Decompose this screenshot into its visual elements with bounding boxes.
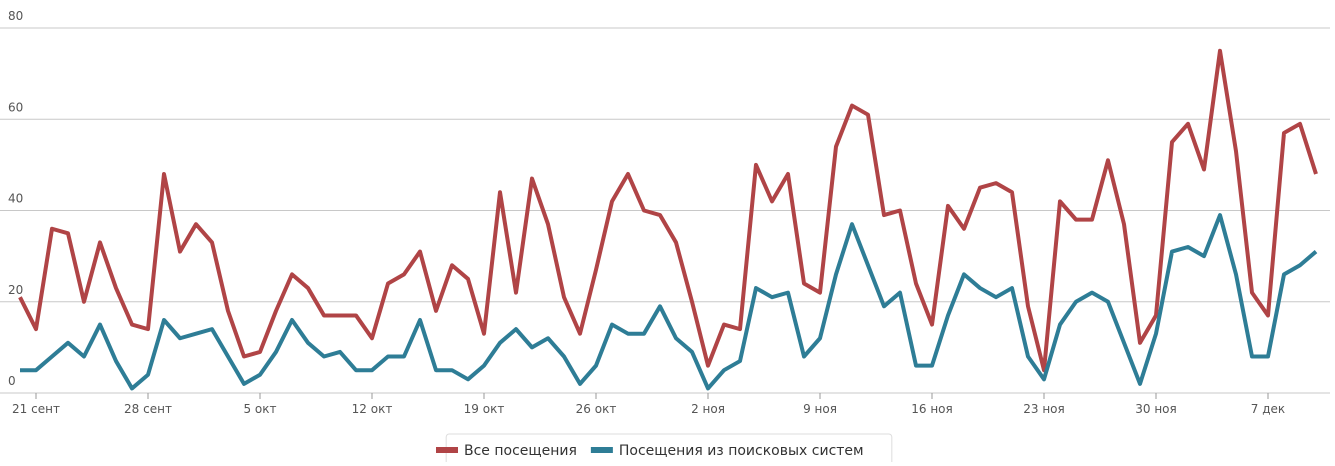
legend-label: Посещения из поисковых систем [619,443,864,459]
x-tick-label: 19 окт [464,402,505,416]
x-tick-label: 21 сент [12,402,60,416]
x-tick-label: 5 окт [243,402,276,416]
y-tick-label: 20 [8,283,23,297]
legend-label: Все посещения [464,443,577,459]
series-line [18,48,1318,373]
legend-swatch [590,447,613,453]
legend-swatch [436,447,458,453]
x-tick-label: 26 окт [576,402,617,416]
series-line [20,213,1318,391]
x-tick-label: 12 окт [352,402,393,416]
x-tick-label: 30 ноя [1135,402,1177,416]
y-tick-label: 0 [8,374,16,388]
x-tick-label: 9 ноя [803,402,837,416]
x-tick-label: 28 сент [124,402,172,416]
x-tick-label: 2 ноя [691,402,725,416]
x-tick-label: 16 ноя [911,402,953,416]
x-tick-label: 23 ноя [1023,402,1065,416]
x-tick-label: 7 дек [1251,402,1285,416]
y-tick-label: 60 [8,100,23,114]
y-tick-label: 40 [8,192,23,206]
y-tick-label: 80 [8,9,23,23]
